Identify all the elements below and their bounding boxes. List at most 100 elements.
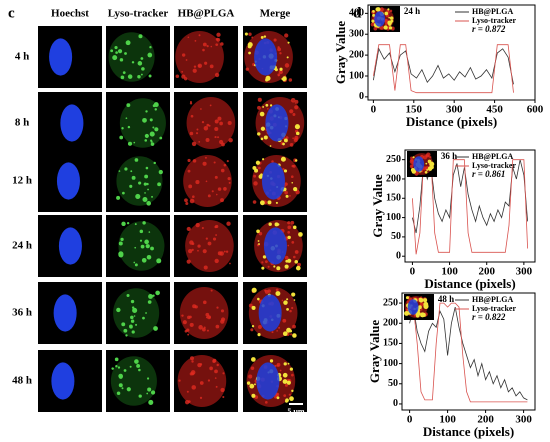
row-label: 12 h (12, 175, 32, 187)
column-header: Merge (260, 8, 291, 20)
vesicle (275, 291, 281, 297)
vesicle (251, 357, 256, 362)
speck (292, 164, 296, 168)
vesicle (135, 193, 141, 200)
vesicle (383, 25, 388, 30)
speck (206, 44, 209, 48)
speck (204, 156, 207, 159)
speck (222, 372, 225, 375)
vesicle (142, 117, 147, 123)
speck (289, 195, 291, 197)
nucleus (51, 362, 75, 400)
speck (202, 161, 207, 166)
speck (284, 383, 288, 387)
cytoplasm (110, 356, 157, 406)
vesicle (121, 127, 124, 130)
x-tick-label: 0 (371, 104, 377, 116)
speck (186, 259, 191, 264)
speck (203, 265, 208, 270)
vesicle (126, 221, 130, 225)
vesicle (148, 231, 151, 233)
vesicle (144, 239, 149, 245)
vesicle (146, 182, 149, 186)
vesicle (263, 35, 267, 38)
speck (267, 265, 270, 268)
speck (281, 299, 284, 302)
vesicle (147, 387, 152, 392)
speck (207, 194, 211, 198)
vesicle (418, 298, 424, 303)
vesicle (127, 74, 133, 79)
vesicle (286, 298, 289, 301)
vesicle (118, 251, 124, 257)
vesicle (132, 307, 138, 313)
x-axis-label: Distance (pixels) (423, 424, 514, 439)
speck (184, 329, 188, 333)
vesicle (118, 241, 123, 246)
speck (297, 262, 301, 267)
vesicle (282, 78, 286, 82)
speck (223, 187, 227, 191)
speck (210, 45, 213, 48)
nucleus (60, 104, 84, 142)
vesicle (116, 391, 121, 396)
vesicle (287, 41, 290, 44)
speck (216, 306, 219, 309)
vesicle (140, 57, 144, 60)
speck (423, 155, 428, 160)
vesicle (251, 393, 256, 398)
y-tick-label: 50 (391, 231, 401, 242)
speck (257, 324, 262, 329)
vesicle (285, 194, 289, 198)
speck (276, 329, 278, 332)
speck (291, 306, 294, 310)
speck (205, 180, 208, 183)
speck (197, 64, 201, 67)
vesicle (389, 16, 394, 20)
vesicle (140, 73, 143, 76)
vesicle (138, 61, 142, 66)
speck (292, 137, 295, 140)
speck (420, 308, 423, 311)
x-tick-label: 0 (407, 414, 413, 426)
vesicle (375, 7, 380, 12)
vesicle (372, 9, 375, 13)
vesicle (140, 244, 145, 249)
vesicle (122, 191, 125, 195)
vesicle (249, 383, 255, 389)
vesicle (149, 131, 155, 137)
vesicle (120, 75, 125, 80)
vesicle (426, 169, 429, 171)
vesicle (155, 290, 160, 296)
speck (267, 289, 271, 293)
legend-label: HB@PLGA (472, 152, 513, 161)
y-axis-label: Gray Value (367, 320, 382, 383)
speck (292, 324, 296, 329)
vesicle (257, 333, 261, 337)
vesicle (148, 399, 154, 405)
speck (261, 261, 264, 264)
legend-label: HB@PLGA (472, 7, 513, 16)
vesicle (256, 229, 260, 234)
vesicle (423, 298, 428, 303)
vesicle (388, 22, 392, 26)
speck (189, 356, 195, 361)
speck (373, 26, 378, 31)
x-tick-label: 0 (410, 266, 416, 278)
vesicle (372, 13, 376, 17)
vesicle (388, 16, 391, 19)
speck (426, 152, 431, 157)
vesicle (117, 366, 121, 369)
vesicle (142, 316, 145, 320)
speck (294, 250, 299, 254)
vesicle (153, 161, 156, 165)
speck (213, 161, 216, 164)
speck (197, 362, 202, 368)
vesicle (139, 229, 144, 234)
vesicle (280, 156, 286, 162)
speck (287, 244, 290, 247)
speck (222, 395, 225, 399)
speck (275, 288, 279, 292)
vesicle (139, 239, 143, 242)
vesicle (130, 299, 135, 304)
